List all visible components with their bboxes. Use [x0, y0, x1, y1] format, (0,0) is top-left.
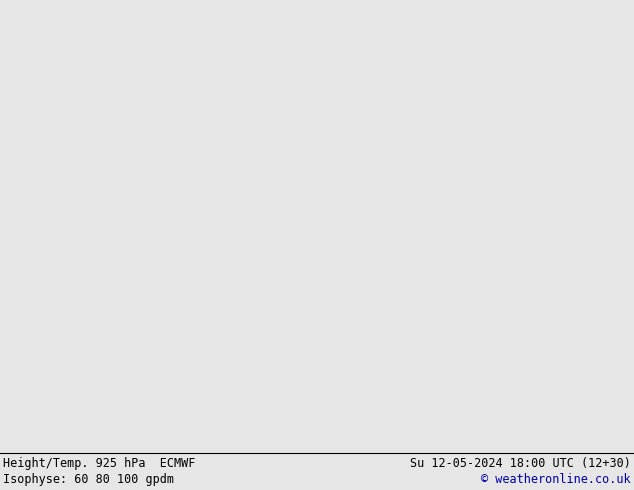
Text: Height/Temp. 925 hPa  ECMWF: Height/Temp. 925 hPa ECMWF [3, 457, 195, 470]
Text: Isophyse: 60 80 100 gpdm: Isophyse: 60 80 100 gpdm [3, 473, 174, 486]
Text: © weatheronline.co.uk: © weatheronline.co.uk [481, 473, 631, 486]
Text: Su 12-05-2024 18:00 UTC (12+30): Su 12-05-2024 18:00 UTC (12+30) [410, 457, 631, 470]
